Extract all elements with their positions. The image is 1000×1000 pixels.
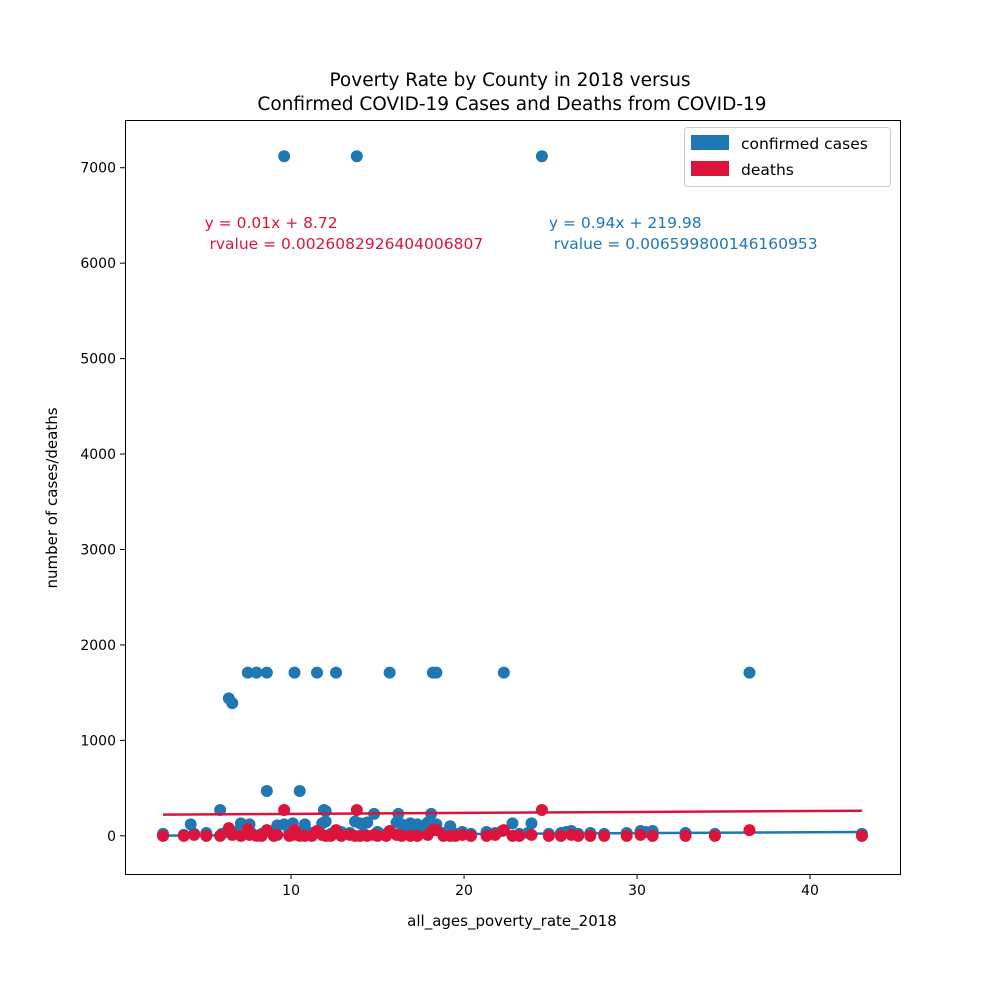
y-tick-label: 7000 [80,161,116,177]
legend-swatch-confirmed-cases [691,135,729,150]
legend-swatch-deaths [691,161,729,176]
y-tick-label: 1000 [80,733,116,749]
data-point-confirmed-cases [260,666,273,679]
data-point-deaths [480,829,493,842]
data-point-confirmed-cases [525,817,538,830]
data-point-deaths [542,829,555,842]
data-point-confirmed-cases [293,784,306,797]
data-point-deaths [395,829,408,842]
data-point-deaths [335,829,348,842]
data-point-confirmed-cases [288,666,301,679]
data-point-deaths [255,829,268,842]
data-point-confirmed-cases [184,818,197,831]
x-tick-label: 30 [628,883,646,899]
y-tick-label: 3000 [80,542,116,558]
data-point-deaths [708,829,721,842]
data-point-deaths [350,804,363,817]
data-point-deaths [620,829,633,842]
data-point-confirmed-cases [743,666,756,679]
data-point-deaths [598,829,611,842]
data-point-confirmed-cases [226,697,239,710]
plot-frame [125,120,901,875]
axis-ticks: 10 20 30 40 0 1000 2000 3000 4000 5000 6000 7000 [80,161,819,899]
data-point-deaths [554,829,567,842]
regression-line-deaths [163,809,862,816]
legend: confirmed cases deaths [684,127,891,187]
y-tick-label: 2000 [80,638,116,654]
legend-label-confirmed-cases: confirmed cases [741,135,868,153]
annotation-equation: y = 0.01x + 8.72 [205,214,338,232]
y-tick-label: 0 [107,829,116,845]
data-point-deaths [177,829,190,842]
data-point-deaths [679,829,692,842]
data-point-confirmed-cases [298,818,311,831]
data-point-deaths [226,828,239,841]
annotation-equation: y = 0.94x + 219.98 [549,214,702,232]
data-point-deaths [278,804,291,817]
data-point-confirmed-cases [330,666,343,679]
y-tick-label: 5000 [80,352,116,368]
data-point-deaths [743,824,756,837]
data-point-deaths [380,829,393,842]
y-axis-label: number of cases/deaths [43,407,61,588]
data-point-deaths [634,828,647,841]
data-point-confirmed-cases [319,815,332,828]
x-tick-label: 40 [801,883,819,899]
data-point-confirmed-cases [260,784,273,797]
data-point-deaths [535,804,548,817]
data-point-confirmed-cases [278,150,291,163]
data-point-deaths [214,829,227,842]
data-point-confirmed-cases [535,150,548,163]
data-point-deaths [572,829,585,842]
data-point-confirmed-cases [430,666,443,679]
data-point-deaths [513,829,526,842]
data-point-deaths [855,829,868,842]
data-point-confirmed-cases [497,666,510,679]
data-point-deaths [464,829,477,842]
data-point-deaths [421,828,434,841]
plot-area [157,150,868,842]
data-point-confirmed-cases [311,666,324,679]
annotation-rvalue: rvalue = 0.0026082926404006807 [205,235,484,253]
x-tick-label: 10 [282,883,300,899]
data-point-deaths [489,828,502,841]
data-point-deaths [646,829,659,842]
legend-frame [684,127,891,187]
chart-title-line1: Poverty Rate by County in 2018 versus [329,70,690,91]
y-tick-label: 6000 [80,256,116,272]
x-axis-label: all_ages_poverty_rate_2018 [407,912,617,931]
data-point-deaths [525,828,538,841]
legend-label-deaths: deaths [741,161,794,179]
x-tick-label: 20 [455,883,473,899]
data-point-deaths [305,829,318,842]
data-point-deaths [584,829,597,842]
data-point-deaths [234,829,247,842]
data-point-deaths [456,828,469,841]
data-point-confirmed-cases [506,817,519,830]
data-point-confirmed-cases [241,666,254,679]
data-point-deaths [324,829,337,842]
data-point-deaths [200,829,213,842]
data-point-deaths [371,829,384,842]
data-point-deaths [271,828,284,841]
data-point-confirmed-cases [383,666,396,679]
annotation-rvalue: rvalue = 0.006599800146160953 [549,235,818,253]
chart-title-line2: Confirmed COVID-19 Cases and Deaths from… [257,94,766,115]
data-point-confirmed-cases [250,666,263,679]
data-point-confirmed-cases [361,816,374,829]
regression-annotations: y = 0.01x + 8.72 rvalue = 0.002608292640… [205,214,818,253]
data-point-deaths [188,828,201,841]
y-tick-label: 4000 [80,447,116,463]
data-point-confirmed-cases [350,150,363,163]
data-point-confirmed-cases [319,805,332,818]
data-point-deaths [157,829,170,842]
data-point-deaths [411,829,424,842]
